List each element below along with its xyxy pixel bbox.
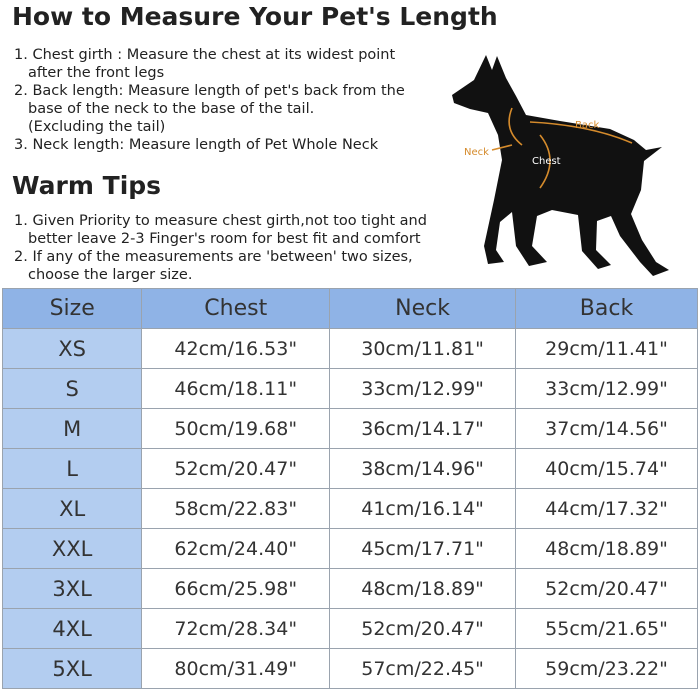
size-cell: M <box>1 408 143 449</box>
value-cell: 66cm/25.98" <box>141 568 331 609</box>
dog-diagram: Back Neck Chest <box>452 55 669 276</box>
list-line: (Excluding the tail) <box>28 119 166 135</box>
value-cell: 52cm/20.47" <box>515 568 698 609</box>
value-cell: 36cm/14.17" <box>329 408 517 449</box>
list-line: after the front legs <box>28 65 165 81</box>
tips-title: Warm Tips <box>12 171 162 200</box>
title: How to Measure Your Pet's Length <box>12 2 498 31</box>
list-line: 3. Neck length: Measure length of Pet Wh… <box>14 137 379 153</box>
value-cell: 55cm/21.65" <box>515 608 698 649</box>
value-cell: 46cm/18.11" <box>141 368 331 409</box>
table-row: XXL 62cm/24.40" 45cm/17.71" 48cm/18.89" <box>1 528 698 569</box>
value-cell: 72cm/28.34" <box>141 608 331 649</box>
value-cell: 50cm/19.68" <box>141 408 331 449</box>
back-label: Back <box>575 120 599 131</box>
value-cell: 58cm/22.83" <box>141 488 331 529</box>
size-cell: 5XL <box>1 648 143 689</box>
table-row: L 52cm/20.47" 38cm/14.96" 40cm/15.74" <box>1 448 698 489</box>
list-line: choose the larger size. <box>28 267 193 283</box>
chest-label: Chest <box>532 156 561 167</box>
table-row: 5XL 80cm/31.49" 57cm/22.45" 59cm/23.22" <box>1 648 698 689</box>
neck-label: Neck <box>464 147 489 158</box>
list-line: better leave 2-3 Finger's room for best … <box>28 231 421 247</box>
dog-silhouette <box>452 55 669 276</box>
table-row: 4XL 72cm/28.34" 52cm/20.47" 55cm/21.65" <box>1 608 698 649</box>
value-cell: 38cm/14.96" <box>329 448 517 489</box>
table-row: XS 42cm/16.53" 30cm/11.81" 29cm/11.41" <box>1 328 698 369</box>
size-cell: 3XL <box>1 568 143 609</box>
table-row: 3XL 66cm/25.98" 48cm/18.89" 52cm/20.47" <box>1 568 698 609</box>
size-cell: XXL <box>1 528 143 569</box>
table-row: M 50cm/19.68" 36cm/14.17" 37cm/14.56" <box>1 408 698 449</box>
instructions: 1. Chest girth : Measure the chest at it… <box>14 46 405 154</box>
size-cell: XL <box>1 488 143 529</box>
header-row: Size Chest Neck Back <box>1 288 698 329</box>
list-line: 1. Given Priority to measure chest girth… <box>14 213 427 229</box>
table-row: S 46cm/18.11" 33cm/12.99" 33cm/12.99" <box>1 368 698 409</box>
value-cell: 48cm/18.89" <box>329 568 517 609</box>
header-cell: Neck <box>329 288 517 329</box>
size-cell: L <box>1 448 143 489</box>
value-cell: 41cm/16.14" <box>329 488 517 529</box>
value-cell: 40cm/15.74" <box>515 448 698 489</box>
list-line: 2. Back length: Measure length of pet's … <box>14 83 405 99</box>
value-cell: 37cm/14.56" <box>515 408 698 449</box>
value-cell: 48cm/18.89" <box>515 528 698 569</box>
header-cell: Size <box>1 288 143 329</box>
table-row: XL 58cm/22.83" 41cm/16.14" 44cm/17.32" <box>1 488 698 529</box>
tips: 1. Given Priority to measure chest girth… <box>14 212 427 284</box>
value-cell: 45cm/17.71" <box>329 528 517 569</box>
value-cell: 52cm/20.47" <box>329 608 517 649</box>
value-cell: 29cm/11.41" <box>515 328 698 369</box>
value-cell: 62cm/24.40" <box>141 528 331 569</box>
value-cell: 59cm/23.22" <box>515 648 698 689</box>
header-cell: Chest <box>141 288 331 329</box>
size-cell: S <box>1 368 143 409</box>
size-cell: 4XL <box>1 608 143 649</box>
list-line: 2. If any of the measurements are 'betwe… <box>14 249 413 265</box>
value-cell: 57cm/22.45" <box>329 648 517 689</box>
value-cell: 44cm/17.32" <box>515 488 698 529</box>
value-cell: 30cm/11.81" <box>329 328 517 369</box>
value-cell: 80cm/31.49" <box>141 648 331 689</box>
value-cell: 42cm/16.53" <box>141 328 331 369</box>
value-cell: 33cm/12.99" <box>329 368 517 409</box>
size-table: Size Chest Neck Back XS 42cm/16.53" 30cm/11.81… <box>1 288 698 689</box>
value-cell: 33cm/12.99" <box>515 368 698 409</box>
list-line: 1. Chest girth : Measure the chest at it… <box>14 47 396 63</box>
size-cell: XS <box>1 328 143 369</box>
list-line: base of the neck to the base of the tail… <box>28 101 315 117</box>
header-cell: Back <box>515 288 698 329</box>
value-cell: 52cm/20.47" <box>141 448 331 489</box>
